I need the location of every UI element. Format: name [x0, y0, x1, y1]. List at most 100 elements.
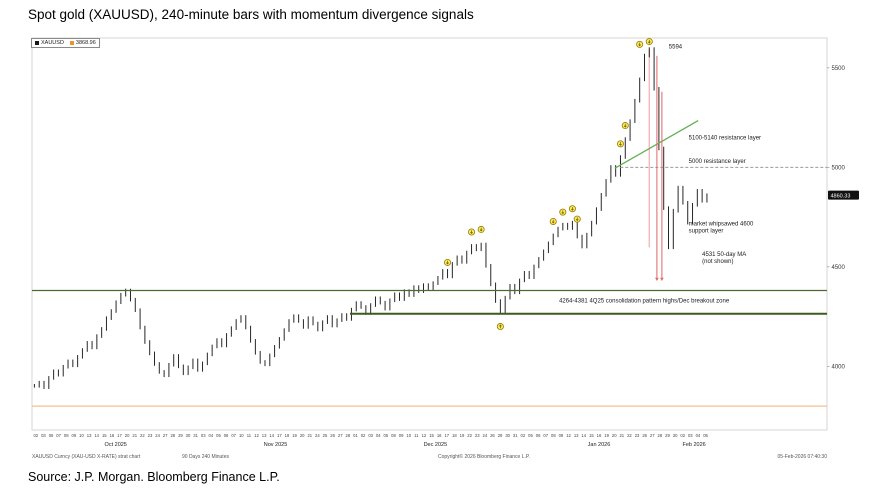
signal-arrow-icon	[479, 227, 483, 232]
chart-legend: XAUUSD 3868.96	[31, 38, 100, 48]
signal-arrow-icon	[623, 123, 627, 128]
x-axis-day-label: 03	[41, 433, 46, 438]
x-axis-day-label: 02	[680, 433, 685, 438]
signal-arrow-icon	[647, 39, 651, 44]
x-axis-day-label: 05	[528, 433, 533, 438]
x-axis-day-label: 12	[254, 433, 259, 438]
signal-arrow-icon	[446, 260, 449, 265]
x-axis-day-label: 01	[353, 433, 358, 438]
y-axis-tick-label: 4500	[832, 265, 846, 271]
x-axis-day-label: 30	[186, 433, 191, 438]
x-axis-day-label: 11	[414, 433, 419, 438]
x-axis-day-label: 14	[581, 433, 586, 438]
x-axis-day-label: 29	[665, 433, 670, 438]
x-axis-day-label: 15	[102, 433, 107, 438]
x-axis-day-label: 11	[247, 433, 252, 438]
x-axis-day-label: 03	[368, 433, 373, 438]
x-axis-day-label: 25	[323, 433, 328, 438]
x-axis-day-label: 14	[94, 433, 99, 438]
plot-frame	[31, 37, 828, 431]
x-axis-day-label: 20	[612, 433, 617, 438]
x-axis-day-label: 17	[117, 433, 122, 438]
x-axis-day-label: 17	[444, 433, 449, 438]
x-axis-day-label: 13	[87, 433, 92, 438]
series-swatch-secondary	[69, 41, 74, 45]
x-axis-day-label: 15	[429, 433, 434, 438]
x-axis-day-label: 22	[627, 433, 632, 438]
x-axis-day-label: 26	[642, 433, 647, 438]
x-axis-day-label: 24	[482, 433, 487, 438]
legend-series-label: XAUUSD	[41, 40, 64, 46]
x-axis-day-label: 28	[346, 433, 351, 438]
y-axis-tick-label: 5500	[832, 66, 846, 72]
x-axis-day-label: 08	[551, 433, 556, 438]
x-axis-day-label: 14	[269, 433, 274, 438]
signal-arrow-icon	[551, 219, 555, 224]
x-axis-day-label: 08	[391, 433, 396, 438]
x-axis-day-label: 23	[635, 433, 640, 438]
x-axis-month-label: Dec 2025	[424, 442, 448, 448]
x-axis-day-label: 20	[300, 433, 305, 438]
x-axis-day-label: 23	[475, 433, 480, 438]
last-price-badge	[828, 190, 859, 200]
x-axis-day-label: 19	[604, 433, 609, 438]
x-axis-month-label: Feb 2026	[682, 442, 705, 448]
x-axis-day-label: 29	[178, 433, 183, 438]
x-axis-day-label: 02	[33, 433, 38, 438]
x-axis-day-label: 28	[658, 433, 663, 438]
x-axis-day-label: 08	[64, 433, 69, 438]
legend-item-xauusd: XAUUSD	[35, 40, 64, 46]
y-axis-tick-label: 4000	[832, 364, 846, 370]
x-axis-day-label: 16	[437, 433, 442, 438]
x-axis-day-label: 09	[72, 433, 77, 438]
x-axis-day-label: 22	[140, 433, 145, 438]
source-note: Source: J.P. Morgan. Bloomberg Finance L…	[28, 470, 280, 484]
x-axis-day-label: 03	[688, 433, 693, 438]
x-axis-day-label: 21	[132, 433, 137, 438]
x-axis-day-label: 04	[209, 433, 214, 438]
x-axis-day-label: 30	[505, 433, 510, 438]
x-axis-day-label: 07	[231, 433, 236, 438]
x-axis-day-label: 09	[559, 433, 564, 438]
x-axis-day-label: 12	[566, 433, 571, 438]
x-axis-day-label: 23	[148, 433, 153, 438]
x-axis-day-label: 04	[696, 433, 701, 438]
x-axis-day-label: 20	[125, 433, 130, 438]
x-axis-day-label: 21	[307, 433, 312, 438]
x-axis-day-label: 26	[490, 433, 495, 438]
x-axis-day-label: 27	[650, 433, 655, 438]
crash-arrow-head-icon	[655, 277, 659, 281]
x-axis-day-label: 09	[399, 433, 404, 438]
legend-item-secondary: 3868.96	[69, 40, 96, 46]
x-axis-day-label: 13	[574, 433, 579, 438]
chart-annotation: 5594	[669, 44, 683, 50]
chart-annotation: 4264-4381 4Q25 consolidation pattern hig…	[559, 298, 730, 304]
x-axis-day-label: 07	[56, 433, 61, 438]
x-axis-day-label: 07	[543, 433, 548, 438]
x-axis-day-label: 30	[673, 433, 678, 438]
x-axis-day-label: 06	[224, 433, 229, 438]
signal-arrow-icon	[561, 210, 565, 215]
x-axis-day-label: 27	[338, 433, 343, 438]
x-axis-day-label: 05	[384, 433, 389, 438]
x-axis-day-label: 05	[703, 433, 708, 438]
x-axis-day-label: 27	[163, 433, 168, 438]
x-axis-day-label: 16	[597, 433, 602, 438]
x-axis-month-label: Jan 2026	[588, 442, 611, 448]
x-axis-day-label: 19	[292, 433, 297, 438]
price-chart: 5594 5100-5140 resistance layer 5000 resis…	[31, 37, 859, 460]
signal-arrow-icon	[575, 217, 579, 222]
x-axis-month-label: Oct 2025	[105, 442, 127, 448]
chart-annotation: market whipsawed 4600 support layer	[689, 221, 754, 234]
page-title: Spot gold (XAUUSD), 240-minute bars with…	[28, 7, 474, 22]
x-axis-day-label: 06	[536, 433, 541, 438]
legend-series-value: 3868.96	[75, 40, 96, 46]
x-axis-day-label: 15	[589, 433, 594, 438]
chart-annotation: 4531 50-day MA (not shown)	[702, 252, 746, 265]
signal-arrow-icon	[571, 207, 574, 211]
x-axis-day-label: 03	[201, 433, 206, 438]
x-axis-day-label: 18	[285, 433, 290, 438]
x-axis-day-label: 02	[521, 433, 526, 438]
x-axis-day-label: 04	[376, 433, 381, 438]
